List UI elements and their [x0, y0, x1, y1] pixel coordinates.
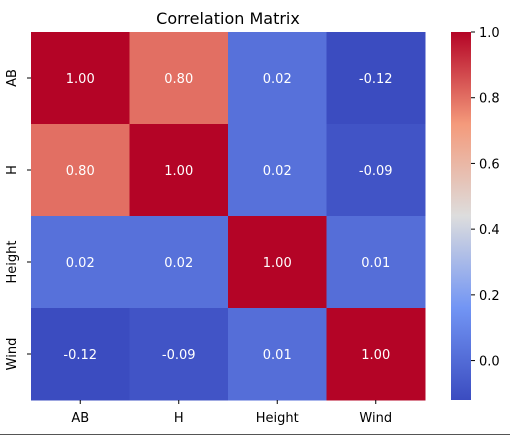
cell-value-label: -0.12 — [63, 348, 97, 363]
cell-value-label: 1.00 — [66, 72, 95, 87]
heatmap-cell — [31, 216, 130, 309]
cell-value-label: 0.02 — [164, 256, 193, 271]
heatmap-cell — [326, 32, 426, 125]
heatmap-cells — [31, 32, 426, 401]
cell-value-label: 0.80 — [164, 72, 193, 87]
heatmap-cell — [228, 124, 327, 217]
cell-value-label: 0.02 — [66, 256, 95, 271]
heatmap-cell — [31, 32, 130, 125]
heatmap-cell — [228, 216, 327, 309]
cell-value-label: 1.00 — [164, 164, 193, 179]
heatmap-cell — [31, 124, 130, 217]
heatmap-cell — [129, 124, 229, 217]
colorbar-tick-label: 0.4 — [479, 223, 500, 238]
cell-value-label: 0.80 — [66, 164, 95, 179]
y-axis-ticks: AB H Height Wind — [5, 69, 31, 370]
x-tick-label: AB — [71, 411, 89, 426]
cell-value-label: -0.09 — [162, 348, 196, 363]
heatmap-cell — [129, 216, 229, 309]
heatmap-cell — [31, 308, 130, 401]
heatmap-cell — [326, 308, 426, 401]
y-tick-label: Wind — [5, 338, 20, 371]
cell-value-label: 0.02 — [263, 164, 292, 179]
cell-value-label: -0.12 — [359, 72, 393, 87]
heatmap-cell — [228, 32, 327, 125]
chart-title: Correlation Matrix — [156, 9, 300, 28]
colorbar-tick-label: 0.0 — [479, 355, 500, 370]
colorbar-tick-label: 0.8 — [479, 92, 500, 107]
x-tick-label: Height — [256, 411, 299, 426]
x-tick-label: Wind — [359, 411, 392, 426]
heatmap-cell — [129, 308, 229, 401]
x-tick-label: H — [174, 411, 184, 426]
heatmap-cell — [228, 308, 327, 401]
cell-value-label: 0.02 — [263, 72, 292, 87]
cell-value-label: -0.09 — [359, 164, 393, 179]
y-tick-label: H — [5, 165, 20, 175]
cell-value-label: 1.00 — [361, 348, 390, 363]
heatmap-cell — [326, 124, 426, 217]
colorbar-tick-label: 0.2 — [479, 289, 500, 304]
colorbar-tick-label: 0.6 — [479, 157, 500, 172]
colorbar-ticks: 0.0 0.2 0.4 0.6 0.8 1.0 — [471, 26, 500, 370]
colorbar-gradient — [451, 32, 471, 400]
y-tick-label: Height — [5, 241, 20, 284]
colorbar — [451, 32, 471, 400]
cell-value-label: 0.01 — [361, 256, 390, 271]
heatmap-cell-labels: 1.00 0.80 0.02 -0.12 0.80 1.00 0.02 -0.09 0.02 0.… — [63, 72, 392, 363]
cell-value-label: 0.01 — [263, 348, 292, 363]
bottom-divider — [0, 434, 510, 435]
heatmap-cell — [129, 32, 229, 125]
x-axis-ticks: AB H Height Wind — [71, 400, 392, 426]
colorbar-tick-label: 1.0 — [479, 26, 500, 41]
cell-value-label: 1.00 — [263, 256, 292, 271]
y-tick-label: AB — [5, 69, 20, 87]
heatmap-cell — [326, 216, 426, 309]
